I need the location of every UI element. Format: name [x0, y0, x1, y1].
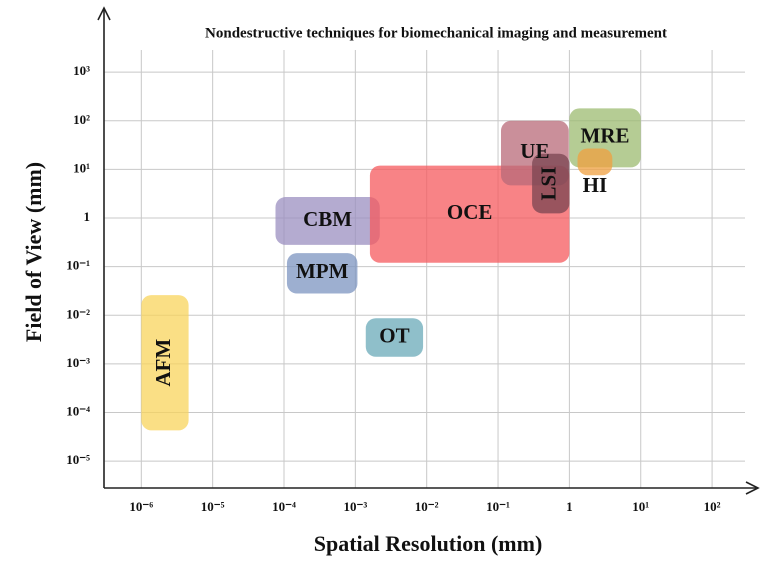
region-label: HI [583, 173, 608, 197]
axes [97, 6, 760, 495]
x-arrow [745, 481, 760, 495]
region [275, 197, 380, 245]
region [141, 295, 189, 431]
region-label: MRE [581, 124, 630, 148]
x-axis-title: Spatial Resolution (mm) [314, 531, 543, 556]
chart-title: Nondestructive techniques for biomechani… [205, 25, 667, 41]
y-tick-label: 10³ [73, 63, 90, 78]
y-tick-label: 10⁻⁴ [66, 403, 90, 418]
region-label: OCE [447, 200, 493, 224]
region [286, 253, 358, 294]
x-tick-label: 10⁻⁵ [201, 499, 225, 514]
region-label: AFM [151, 339, 175, 387]
regions [141, 108, 641, 431]
x-tick-label: 1 [566, 499, 573, 514]
region-label: MPM [296, 259, 349, 283]
region-label: LSI [537, 167, 561, 201]
region-label: UE [520, 139, 549, 163]
region [532, 153, 570, 214]
region-label: CBM [303, 207, 352, 231]
region-label: OT [379, 323, 409, 347]
x-tick-label: 10⁻³ [343, 499, 367, 514]
region [577, 148, 613, 176]
y-tick-label: 10¹ [73, 160, 90, 175]
region-labels: AFM OT MPM CBM OCE UE LSI MRE HI [151, 124, 630, 387]
x-tick-label: 10² [704, 499, 721, 514]
x-tick-label: 10⁻⁶ [129, 499, 153, 514]
x-tick-label: 10⁻¹ [486, 499, 510, 514]
x-tick-label: 10⁻⁴ [272, 499, 296, 514]
grid [104, 50, 745, 488]
region [365, 318, 424, 357]
tick-labels: 10⁻⁶ 10⁻⁵ 10⁻⁴ 10⁻³ 10⁻² 10⁻¹ 1 10¹ 10² 10⁻⁵ 10⁻⁴ 1… [66, 63, 720, 514]
y-tick-label: 10⁻³ [66, 355, 90, 370]
y-tick-label: 10⁻² [66, 306, 90, 321]
y-tick-label: 10⁻⁵ [66, 452, 90, 467]
region [369, 165, 570, 263]
x-tick-label: 10⁻² [415, 499, 439, 514]
y-arrow [97, 6, 111, 21]
y-tick-label: 1 [84, 209, 91, 224]
y-tick-label: 10² [73, 112, 90, 127]
y-tick-label: 10⁻¹ [66, 258, 90, 273]
x-tick-label: 10¹ [632, 499, 649, 514]
y-axis-title: Field of View (mm) [21, 162, 46, 342]
